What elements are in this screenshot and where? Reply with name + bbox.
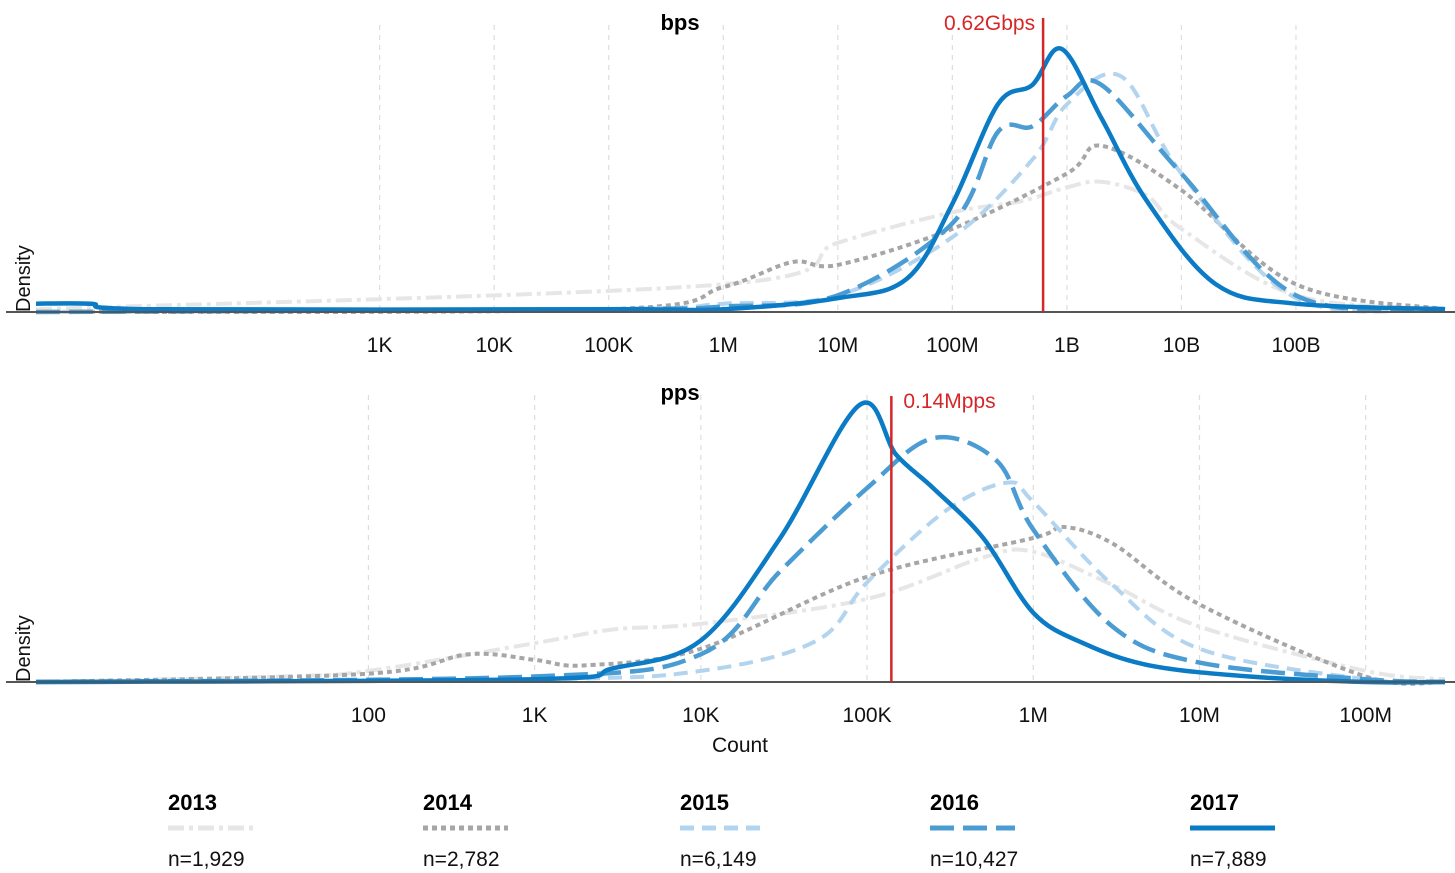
bps-series-2013 xyxy=(35,179,1446,312)
bps-series-2016 xyxy=(35,77,1446,315)
bps-tick-label: 100M xyxy=(926,334,979,357)
pps-series-2016 xyxy=(35,434,1446,685)
pps-tick-label: 1M xyxy=(1019,704,1048,727)
pps-series-2017 xyxy=(35,400,1446,685)
pps-y-axis-label: Density xyxy=(13,615,35,682)
pps-tick-label: 10K xyxy=(682,704,719,727)
legend-count-2014: n=2,782 xyxy=(423,848,500,871)
legend-year-2013: 2013 xyxy=(168,790,217,815)
pps-series-2014 xyxy=(35,524,1446,686)
legend-year-2015: 2015 xyxy=(680,790,729,815)
bps-series-2014 xyxy=(35,143,1446,315)
pps-tick-label: 100 xyxy=(351,704,386,727)
pps-tick-label: 10M xyxy=(1179,704,1220,727)
bps-tick-label: 1B xyxy=(1054,334,1080,357)
bps-tick-label: 100B xyxy=(1271,334,1320,357)
bps-chart-title: bps xyxy=(660,10,699,35)
legend-count-2015: n=6,149 xyxy=(680,848,757,871)
legend-count-2013: n=1,929 xyxy=(168,848,245,871)
pps-median-label: 0.14Mpps xyxy=(903,390,995,413)
pps-tick-label: 100K xyxy=(843,704,892,727)
pps-chart-title: pps xyxy=(660,380,699,405)
bps-chart-area: 1K 10K 100K 1M 10M 100M 1B 10B 100B 0.62Gbps xyxy=(6,12,1455,357)
pps-chart-area: 100 1K 10K 100K 1M 10M 100M 0.14Mpps xyxy=(6,390,1455,727)
bps-series-2017 xyxy=(35,46,1446,313)
legend-count-2016: n=10,427 xyxy=(930,848,1018,871)
pps-tick-label: 1K xyxy=(522,704,548,727)
bps-tick-label: 10K xyxy=(475,334,512,357)
pps-series-2013 xyxy=(35,547,1446,684)
bps-median-label: 0.62Gbps xyxy=(944,12,1035,35)
bps-tick-label: 10B xyxy=(1163,334,1200,357)
pps-series-2015 xyxy=(35,480,1446,685)
legend-year-2016: 2016 xyxy=(930,790,979,815)
x-axis-label: Count xyxy=(712,734,768,757)
legend-count-2017: n=7,889 xyxy=(1190,848,1267,871)
bps-tick-label: 10M xyxy=(817,334,858,357)
legend: 2013 n=1,929 2014 n=2,782 2015 n=6,149 2016 n=1… xyxy=(168,790,1275,871)
bps-tick-label: 100K xyxy=(584,334,633,357)
pps-tick-label: 100M xyxy=(1339,704,1392,727)
bps-tick-label: 1K xyxy=(367,334,393,357)
bps-tick-label: 1M xyxy=(709,334,738,357)
legend-year-2017: 2017 xyxy=(1190,790,1239,815)
bps-series-2015 xyxy=(35,71,1446,314)
bps-y-axis-label: Density xyxy=(13,245,35,312)
legend-year-2014: 2014 xyxy=(423,790,473,815)
